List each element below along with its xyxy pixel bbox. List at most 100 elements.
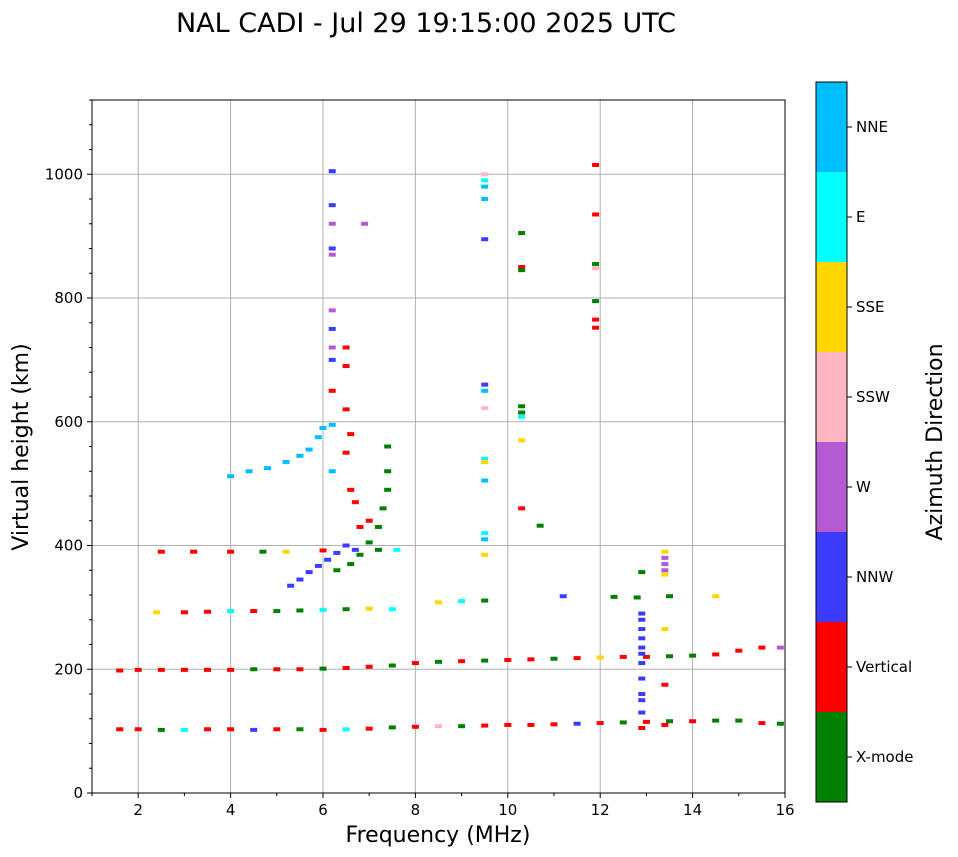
echo-point bbox=[481, 237, 489, 242]
echo-point bbox=[411, 661, 419, 666]
echo-point bbox=[661, 722, 669, 727]
echo-point bbox=[661, 549, 669, 554]
echo-point bbox=[689, 653, 697, 658]
echo-point bbox=[481, 382, 489, 387]
y-axis-label: Virtual height (km) bbox=[9, 343, 34, 550]
echo-point bbox=[527, 657, 535, 662]
y-tick-label: 600 bbox=[54, 413, 83, 431]
y-tick-label: 1000 bbox=[45, 165, 83, 183]
echo-point bbox=[504, 657, 512, 662]
echo-point bbox=[245, 469, 253, 474]
echo-point bbox=[661, 555, 669, 560]
echo-point bbox=[661, 568, 669, 573]
echo-point bbox=[638, 645, 646, 650]
colorbar-tick-label: W bbox=[856, 478, 871, 496]
x-tick-label: 16 bbox=[775, 801, 794, 819]
echo-point bbox=[342, 607, 350, 612]
echo-point bbox=[518, 414, 526, 419]
echo-point bbox=[481, 598, 489, 603]
echo-point bbox=[384, 487, 392, 492]
echo-point bbox=[157, 727, 165, 732]
echo-point bbox=[328, 252, 336, 257]
echo-point bbox=[342, 666, 350, 671]
echo-point bbox=[180, 610, 188, 615]
x-tick-label: 8 bbox=[411, 801, 421, 819]
echo-point bbox=[134, 667, 142, 672]
colorbar-label: Azimuth Direction bbox=[923, 343, 948, 540]
colorbar-segment bbox=[816, 352, 847, 442]
x-tick-label: 2 bbox=[133, 801, 143, 819]
echo-point bbox=[342, 727, 350, 732]
echo-point bbox=[328, 388, 336, 393]
echo-point bbox=[356, 552, 364, 557]
echo-point bbox=[735, 718, 743, 723]
echo-point bbox=[518, 231, 526, 236]
echo-point bbox=[619, 720, 627, 725]
echo-point bbox=[592, 212, 600, 217]
echo-point bbox=[712, 594, 720, 599]
echo-point bbox=[638, 617, 646, 622]
y-tick-label: 0 bbox=[73, 784, 83, 802]
x-axis-ticks: 2 4 6 8 10 12 14 16 bbox=[91, 793, 795, 819]
echo-point bbox=[314, 563, 322, 568]
echo-point bbox=[758, 721, 766, 726]
colorbar: X-mode Vertical NNW W SSW SSE E NNE bbox=[815, 81, 913, 803]
colorbar-segment bbox=[816, 442, 847, 532]
echo-point bbox=[319, 666, 327, 671]
echo-point bbox=[388, 725, 396, 730]
echo-point bbox=[328, 422, 336, 427]
echo-point bbox=[347, 562, 355, 567]
echo-point bbox=[666, 654, 673, 659]
echo-point bbox=[227, 667, 235, 672]
echo-point bbox=[314, 435, 322, 440]
echo-point bbox=[204, 727, 211, 732]
echo-point bbox=[661, 627, 669, 632]
colorbar-segment bbox=[816, 712, 847, 802]
grid-lines bbox=[92, 100, 786, 794]
x-axis-label: Frequency (MHz) bbox=[346, 823, 531, 848]
echo-point bbox=[388, 663, 396, 668]
echo-point bbox=[157, 667, 165, 672]
echo-point bbox=[592, 162, 600, 167]
y-tick-label: 400 bbox=[54, 537, 83, 555]
echo-point bbox=[638, 710, 646, 715]
colorbar-tick-label: Vertical bbox=[856, 658, 912, 676]
echo-point bbox=[666, 594, 673, 599]
colorbar-tick-label: X-mode bbox=[856, 748, 913, 766]
echo-point bbox=[365, 540, 373, 545]
echo-point bbox=[287, 583, 295, 588]
echo-point bbox=[365, 726, 373, 731]
echo-point bbox=[504, 722, 512, 727]
echo-point bbox=[481, 456, 489, 461]
echo-points bbox=[116, 162, 784, 732]
colorbar-segment bbox=[816, 622, 847, 712]
echo-point bbox=[661, 562, 669, 567]
echo-point bbox=[296, 667, 304, 672]
x-tick-label: 10 bbox=[498, 801, 517, 819]
echo-point bbox=[356, 524, 364, 529]
echo-point bbox=[518, 438, 526, 443]
echo-point bbox=[204, 609, 211, 614]
colorbar-segment bbox=[816, 172, 847, 262]
echo-point bbox=[481, 552, 489, 557]
echo-point bbox=[638, 611, 646, 616]
x-tick-label: 14 bbox=[683, 801, 702, 819]
echo-point bbox=[328, 246, 336, 251]
echo-point bbox=[481, 459, 489, 464]
echo-point bbox=[411, 724, 419, 729]
echo-point bbox=[153, 610, 161, 615]
echo-point bbox=[273, 609, 281, 614]
echo-point bbox=[458, 599, 466, 604]
echo-point bbox=[481, 537, 489, 542]
echo-point bbox=[259, 549, 267, 554]
echo-point bbox=[689, 719, 697, 724]
echo-point bbox=[282, 459, 290, 464]
echo-point bbox=[296, 577, 304, 582]
colorbar-frame bbox=[815, 81, 848, 803]
echo-point bbox=[374, 524, 382, 529]
echo-point bbox=[666, 719, 673, 724]
echo-point bbox=[758, 645, 766, 650]
echo-point bbox=[735, 648, 743, 653]
echo-point bbox=[328, 326, 336, 331]
